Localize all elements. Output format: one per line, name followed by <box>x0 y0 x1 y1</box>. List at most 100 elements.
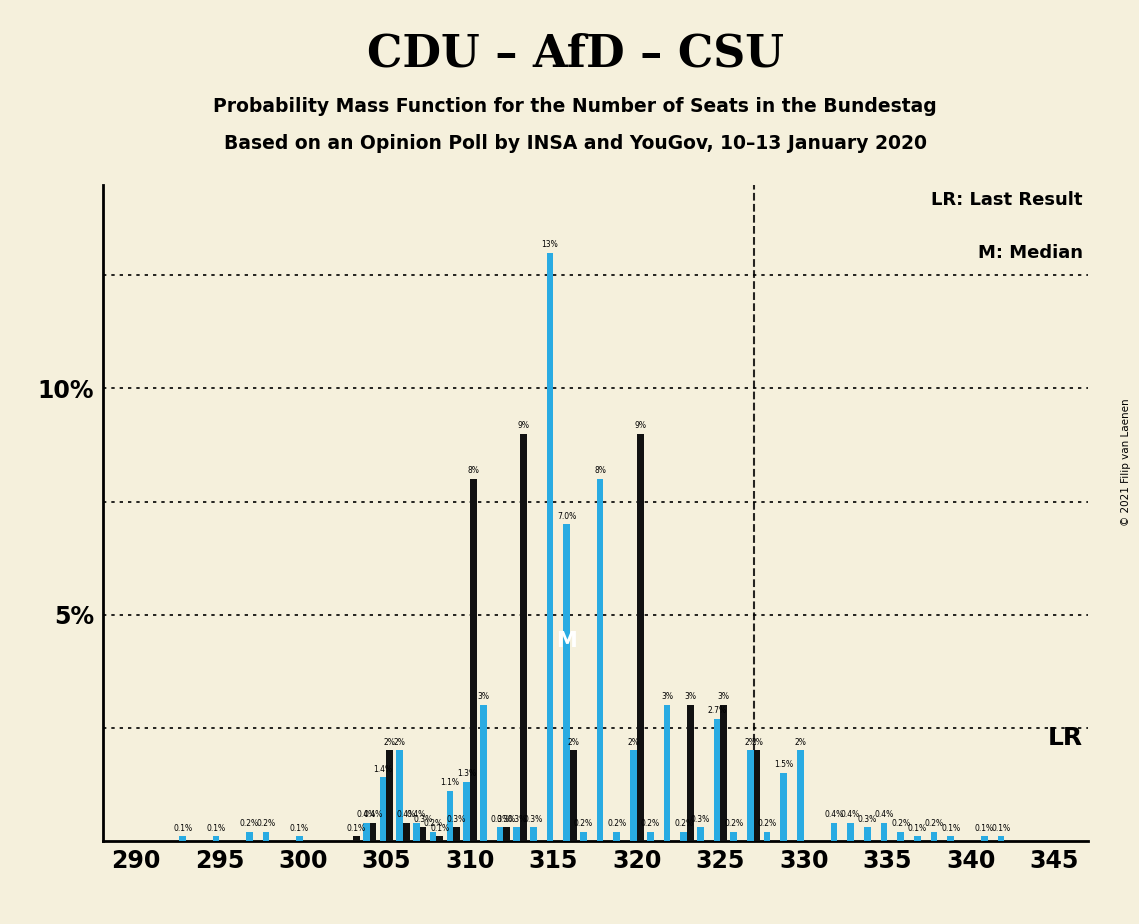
Bar <box>830 822 837 841</box>
Text: 0.2%: 0.2% <box>724 820 744 828</box>
Text: 3%: 3% <box>661 692 673 701</box>
Bar <box>436 836 443 841</box>
Bar <box>680 832 687 841</box>
Text: 0.1%: 0.1% <box>991 823 1010 833</box>
Bar <box>521 433 526 841</box>
Bar <box>915 836 920 841</box>
Text: 0.2%: 0.2% <box>674 820 694 828</box>
Text: 0.3%: 0.3% <box>490 815 509 823</box>
Bar <box>630 750 637 841</box>
Bar <box>580 832 587 841</box>
Text: 0.1%: 0.1% <box>173 823 192 833</box>
Text: 0.1%: 0.1% <box>206 823 226 833</box>
Bar <box>664 705 670 841</box>
Bar <box>571 750 576 841</box>
Bar <box>420 827 426 841</box>
Bar <box>797 750 804 841</box>
Text: CDU – AfD – CSU: CDU – AfD – CSU <box>367 32 784 76</box>
Text: 0.2%: 0.2% <box>640 820 659 828</box>
Bar <box>446 791 453 841</box>
Bar <box>379 777 386 841</box>
Text: 0.4%: 0.4% <box>407 810 426 819</box>
Bar <box>981 836 988 841</box>
Bar <box>847 822 854 841</box>
Text: 1.4%: 1.4% <box>374 765 393 774</box>
Text: 0.4%: 0.4% <box>875 810 894 819</box>
Text: 7.0%: 7.0% <box>557 512 576 520</box>
Bar <box>429 832 436 841</box>
Bar <box>547 252 554 841</box>
Text: 0.3%: 0.3% <box>497 815 516 823</box>
Text: 1.1%: 1.1% <box>441 778 459 787</box>
Bar <box>880 822 887 841</box>
Text: 2.7%: 2.7% <box>707 706 727 715</box>
Text: 2%: 2% <box>567 737 580 747</box>
Text: 0.3%: 0.3% <box>507 815 526 823</box>
Bar <box>470 479 476 841</box>
Bar <box>730 832 737 841</box>
Text: 9%: 9% <box>634 421 646 430</box>
Bar <box>370 822 376 841</box>
Text: 9%: 9% <box>517 421 530 430</box>
Bar <box>865 827 870 841</box>
Text: 0.3%: 0.3% <box>446 815 466 823</box>
Text: 2%: 2% <box>745 737 756 747</box>
Bar <box>213 836 220 841</box>
Text: 0.3%: 0.3% <box>413 815 433 823</box>
Text: LR: Last Result: LR: Last Result <box>932 191 1083 210</box>
Text: 0.2%: 0.2% <box>256 820 276 828</box>
Bar <box>296 836 303 841</box>
Text: M: M <box>556 631 577 650</box>
Text: 0.3%: 0.3% <box>524 815 543 823</box>
Bar <box>564 524 571 841</box>
Text: 0.4%: 0.4% <box>396 810 416 819</box>
Bar <box>948 836 954 841</box>
Text: 3%: 3% <box>718 692 730 701</box>
Text: 1.5%: 1.5% <box>775 760 794 770</box>
Text: 8%: 8% <box>467 467 480 475</box>
Bar <box>179 836 186 841</box>
Bar <box>497 827 503 841</box>
Text: 0.2%: 0.2% <box>757 820 777 828</box>
Text: 0.2%: 0.2% <box>891 820 910 828</box>
Bar <box>530 827 536 841</box>
Bar <box>597 479 604 841</box>
Text: 0.1%: 0.1% <box>941 823 960 833</box>
Text: 0.4%: 0.4% <box>825 810 844 819</box>
Text: 0.2%: 0.2% <box>925 820 944 828</box>
Text: 0.1%: 0.1% <box>975 823 993 833</box>
Text: 0.2%: 0.2% <box>607 820 626 828</box>
Text: © 2021 Filip van Laenen: © 2021 Filip van Laenen <box>1121 398 1131 526</box>
Bar <box>246 832 253 841</box>
Bar <box>998 836 1005 841</box>
Bar <box>503 827 510 841</box>
Text: LR: LR <box>1048 726 1083 750</box>
Text: Probability Mass Function for the Number of Seats in the Bundestag: Probability Mass Function for the Number… <box>213 97 937 116</box>
Bar <box>764 832 770 841</box>
Text: Based on an Opinion Poll by INSA and YouGov, 10–13 January 2020: Based on an Opinion Poll by INSA and You… <box>223 134 927 153</box>
Text: 2%: 2% <box>394 737 405 747</box>
Bar <box>637 433 644 841</box>
Bar <box>687 705 694 841</box>
Text: 0.1%: 0.1% <box>290 823 309 833</box>
Text: 0.3%: 0.3% <box>858 815 877 823</box>
Bar <box>754 750 761 841</box>
Bar <box>898 832 904 841</box>
Text: 0.4%: 0.4% <box>357 810 376 819</box>
Bar <box>263 832 270 841</box>
Bar <box>514 827 521 841</box>
Bar <box>464 782 470 841</box>
Text: 2%: 2% <box>628 737 639 747</box>
Text: 0.1%: 0.1% <box>346 823 366 833</box>
Bar <box>363 822 370 841</box>
Bar <box>453 827 460 841</box>
Bar <box>697 827 704 841</box>
Text: 0.3%: 0.3% <box>690 815 710 823</box>
Bar <box>386 750 393 841</box>
Bar <box>720 705 727 841</box>
Bar <box>780 773 787 841</box>
Text: 0.4%: 0.4% <box>363 810 383 819</box>
Bar <box>480 705 486 841</box>
Bar <box>747 750 754 841</box>
Text: 2%: 2% <box>751 737 763 747</box>
